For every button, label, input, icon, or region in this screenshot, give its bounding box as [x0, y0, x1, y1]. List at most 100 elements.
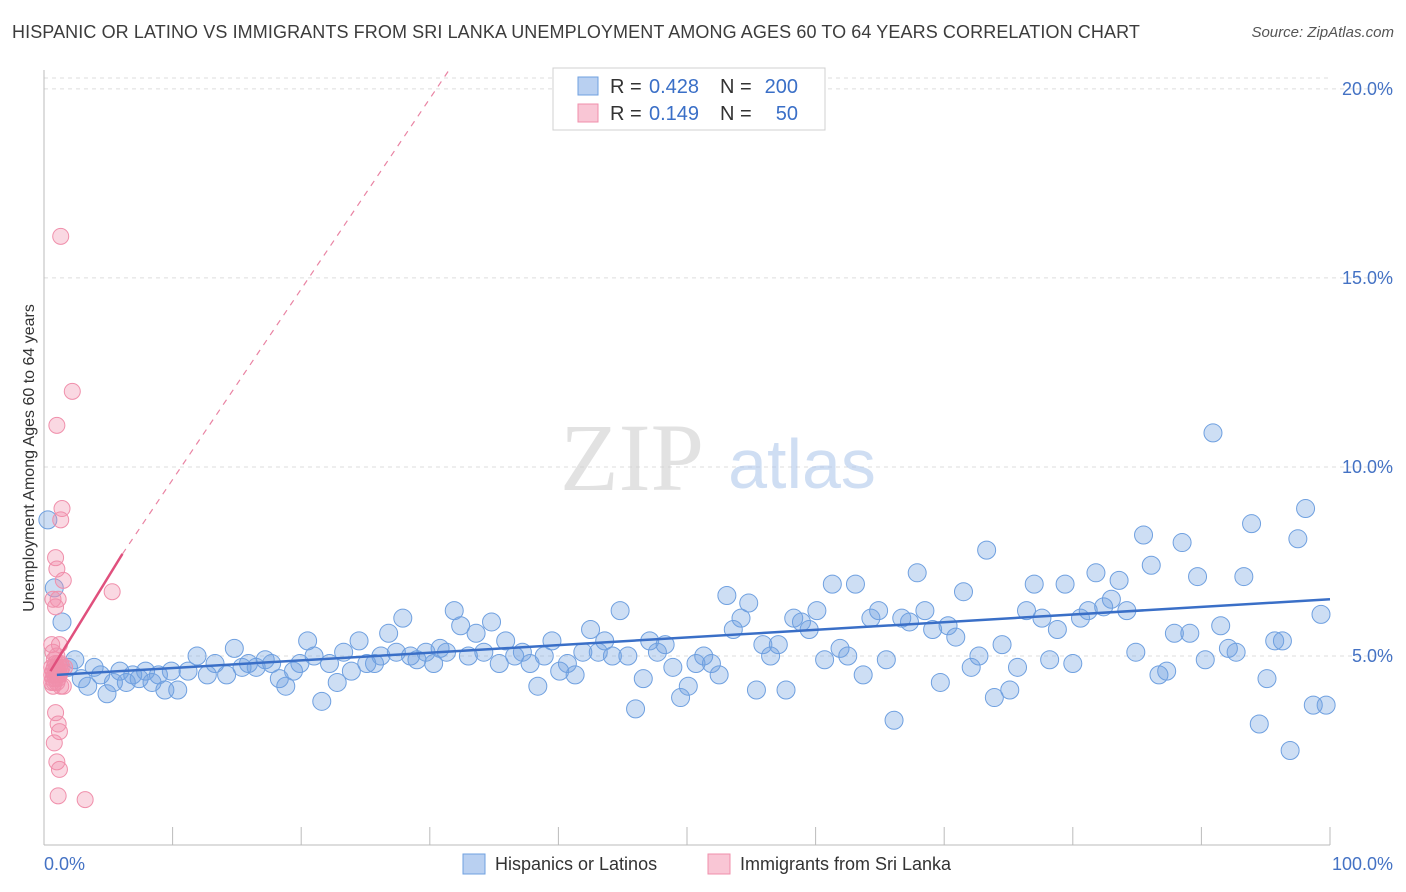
- hispanics-point-85: [663, 657, 683, 677]
- hispanics-point-156: [1211, 616, 1231, 636]
- hispanics-point-146: [1134, 525, 1154, 545]
- hispanics-point-113: [876, 650, 896, 670]
- hispanics-point-170: [1316, 695, 1336, 715]
- hispanics-point-142: [1101, 589, 1121, 609]
- hispanics-point-91: [709, 665, 729, 685]
- hispanics-point-86: [671, 688, 691, 708]
- hispanics-point-100: [776, 680, 796, 700]
- hispanics-point-47: [379, 623, 399, 643]
- hispanics-point-24: [205, 654, 225, 674]
- hispanics-point-107: [830, 638, 850, 658]
- sri-lanka-point-41: [44, 677, 62, 695]
- sri-lanka-point-0: [52, 227, 70, 245]
- y-tick-label-3: 20.0%: [1342, 79, 1393, 99]
- hispanics-point-135: [1047, 620, 1067, 640]
- hispanics-point-129: [1000, 680, 1020, 700]
- hispanics-point-50: [401, 646, 421, 666]
- hispanics-point-6: [78, 676, 98, 696]
- series-sri-lanka-points: [43, 227, 121, 809]
- correlation-legend: R = 0.428 N = 200 R = 0.149 N = 50: [552, 67, 826, 131]
- hispanics-point-109: [845, 574, 865, 594]
- hispanics-point-0: [38, 510, 58, 530]
- hispanics-point-108: [838, 646, 858, 666]
- y-tick-label-2: 15.0%: [1342, 268, 1393, 288]
- hispanics-point-143: [1109, 570, 1129, 590]
- hispanics-point-72: [565, 665, 585, 685]
- hispanics-point-114: [884, 710, 904, 730]
- hispanics-point-22: [187, 646, 207, 666]
- legend-n-value-1: 200: [765, 76, 798, 98]
- hispanics-point-110: [853, 665, 873, 685]
- sri-lanka-point-50: [76, 791, 94, 809]
- hispanics-point-145: [1126, 642, 1146, 662]
- hispanics-point-90: [701, 654, 721, 674]
- hispanics-point-159: [1234, 567, 1254, 587]
- hispanics-point-79: [618, 646, 638, 666]
- hispanics-point-33: [276, 676, 296, 696]
- bottom-legend-label-hispanics: Hispanics or Latinos: [495, 854, 657, 874]
- legend-r-value-2: 0.149: [649, 103, 699, 125]
- sri-lanka-point-8: [103, 583, 121, 601]
- hispanics-point-88: [686, 654, 706, 674]
- hispanics-point-77: [602, 646, 622, 666]
- hispanics-point-127: [984, 688, 1004, 708]
- hispanics-point-69: [542, 631, 562, 651]
- hispanics-point-158: [1226, 642, 1246, 662]
- hispanics-point-112: [869, 601, 889, 621]
- hispanics-point-38: [312, 691, 332, 711]
- hispanics-point-165: [1280, 740, 1300, 760]
- trend-lines: [49, 69, 1331, 677]
- hispanics-point-59: [466, 623, 486, 643]
- hispanics-point-97: [753, 635, 773, 655]
- hispanics-point-99: [768, 635, 788, 655]
- hispanics-point-12: [116, 672, 136, 692]
- bottom-legend-swatch-blue: [462, 853, 486, 875]
- hispanics-point-106: [822, 574, 842, 594]
- sri-lanka-point-45: [50, 723, 68, 741]
- hispanics-point-20: [168, 680, 188, 700]
- legend-swatch-blue: [577, 76, 599, 96]
- hispanics-point-151: [1172, 533, 1192, 553]
- series-legend: Hispanics or Latinos Immigrants from Sri…: [462, 853, 952, 875]
- hispanics-point-80: [626, 699, 646, 719]
- hispanics-point-98: [761, 646, 781, 666]
- legend-n-label-2: N =: [720, 103, 752, 125]
- hispanics-point-34: [283, 661, 303, 681]
- sri-lanka-point-4: [52, 511, 70, 529]
- hispanics-point-83: [647, 642, 667, 662]
- x-tick-labels: 0.0% 100.0%: [44, 854, 1393, 874]
- chart-title: HISPANIC OR LATINO VS IMMIGRANTS FROM SR…: [12, 22, 1140, 42]
- hispanics-point-154: [1195, 650, 1215, 670]
- legend-r-label-2: R =: [610, 103, 642, 125]
- hispanics-point-134: [1040, 650, 1060, 670]
- axes: [43, 70, 1331, 846]
- hispanics-point-136: [1055, 574, 1075, 594]
- sri-lanka-point-42: [54, 677, 72, 695]
- x-tick-label-0: 0.0%: [44, 854, 85, 874]
- hispanics-point-128: [992, 635, 1012, 655]
- hispanics-point-162: [1257, 669, 1277, 689]
- hispanics-point-104: [807, 601, 827, 621]
- hispanics-point-140: [1086, 563, 1106, 583]
- y-tick-label-0: 5.0%: [1352, 646, 1393, 666]
- hispanics-point-166: [1288, 529, 1308, 549]
- hispanics-point-137: [1063, 654, 1083, 674]
- hispanics-point-164: [1272, 631, 1292, 651]
- hispanics-point-61: [482, 612, 502, 632]
- legend-r-value-1: 0.428: [649, 76, 699, 98]
- hispanics-point-67: [528, 676, 548, 696]
- watermark-atlas: atlas: [728, 425, 876, 503]
- sri-lanka-point-1: [63, 382, 81, 400]
- hispanics-point-2: [52, 612, 72, 632]
- legend-n-value-2: 50: [776, 103, 798, 125]
- y-tick-labels: 5.0% 10.0% 15.0% 20.0%: [1342, 79, 1393, 666]
- hispanics-point-48: [386, 642, 406, 662]
- hispanics-point-63: [496, 631, 516, 651]
- bottom-legend-label-sri-lanka: Immigrants from Sri Lanka: [740, 854, 952, 874]
- hispanics-point-119: [923, 620, 943, 640]
- sri-lanka-point-2: [48, 416, 66, 434]
- hispanics-point-89: [694, 646, 714, 666]
- hispanics-point-126: [977, 540, 997, 560]
- hispanics-point-9: [97, 684, 117, 704]
- hispanics-trend-line: [56, 598, 1331, 677]
